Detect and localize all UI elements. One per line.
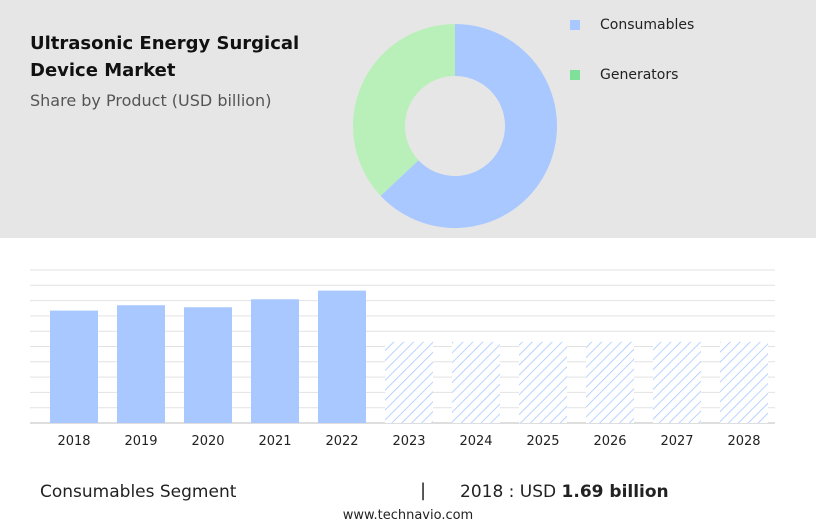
donut-slice-consumables (380, 24, 557, 228)
x-tick-label-2018: 2018 (57, 434, 90, 449)
legend-label-consumables: Consumables (600, 17, 695, 33)
bar-2022 (318, 290, 366, 423)
x-tick-label-2019: 2019 (124, 434, 157, 449)
donut-slice-generators (353, 24, 455, 196)
forecast-bar-2023 (385, 341, 433, 423)
footer-highlight-value: 1.69 billion (561, 482, 669, 502)
x-tick-label-2025: 2025 (526, 434, 559, 449)
bar-2019 (117, 305, 165, 423)
forecast-bar-2024 (452, 341, 500, 423)
legend-swatch-consumables (570, 20, 580, 30)
legend-item-generators: Generators (570, 65, 678, 85)
x-tick-label-2024: 2024 (459, 434, 492, 449)
forecast-bar-2025 (519, 341, 567, 423)
chart-subtitle: Share by Product (USD billion) (30, 91, 272, 110)
source-url: www.technavio.com (342, 508, 474, 523)
footer-separator: | (420, 480, 427, 501)
forecast-bar-2027 (653, 341, 701, 423)
x-tick-label-2023: 2023 (392, 434, 425, 449)
legend-item-consumables: Consumables (570, 15, 694, 35)
forecast-bar-2026 (586, 341, 634, 423)
x-tick-label-2028: 2028 (727, 434, 760, 449)
forecast-bar-2028 (720, 341, 768, 423)
bar-2018 (50, 310, 98, 423)
footer-year-prefix: 2018 : USD (460, 482, 562, 502)
x-tick-label-2020: 2020 (191, 434, 224, 449)
x-tick-label-2026: 2026 (593, 434, 626, 449)
x-tick-label-2021: 2021 (258, 434, 291, 449)
x-tick-label-2027: 2027 (660, 434, 693, 449)
legend-swatch-generators (570, 70, 580, 80)
x-tick-label-2022: 2022 (325, 434, 358, 449)
donut-chart (353, 24, 557, 228)
legend-label-generators: Generators (600, 67, 679, 83)
footer-value: 2018 : USD 1.69 billion (460, 482, 669, 502)
bar-2021 (251, 299, 299, 423)
bar-2020 (184, 307, 232, 423)
footer-segment-label: Consumables Segment (40, 482, 237, 502)
chart-title: Ultrasonic Energy Surgical Device Market (30, 33, 300, 81)
bar-chart: 2018 2019 2020 2021 2022 2023 2024 2025 2026 2027… (30, 269, 775, 449)
